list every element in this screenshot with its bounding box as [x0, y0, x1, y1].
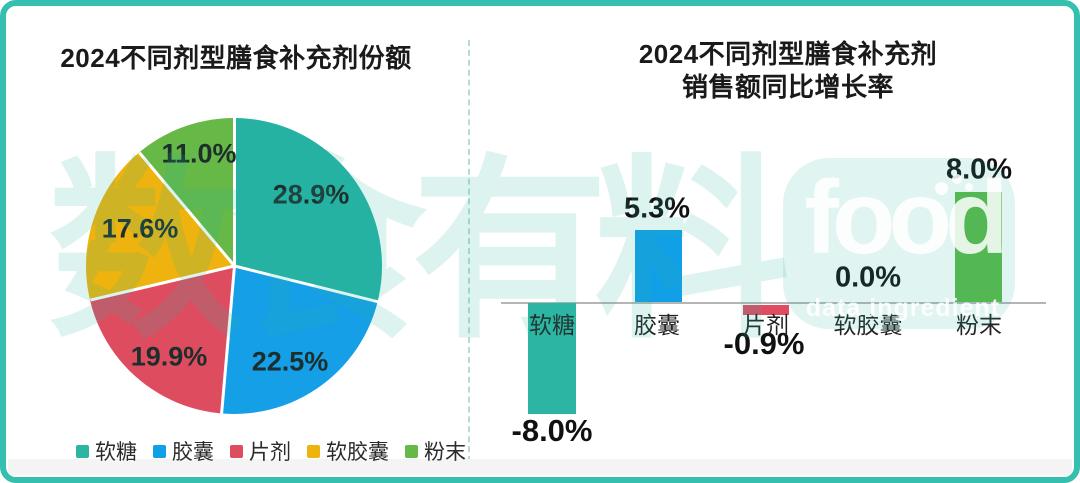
bar-value-pianji: -0.9% [723, 326, 805, 361]
bar-value-ruanjiaonang: 0.0% [834, 261, 902, 294]
bar-ruantang [528, 303, 576, 414]
legend-item-jiaonang: 胶囊 [153, 436, 214, 466]
legend-swatch-yellow-icon [307, 444, 320, 458]
bar-category-ruantang: 软糖 [529, 312, 575, 338]
legend-swatch-teal-icon [76, 444, 89, 458]
legend-label: 粉末 [424, 441, 466, 464]
pie-chart-title: 2024不同剂型膳食补充剂份额 [60, 43, 412, 73]
bar-chart-title: 2024不同剂型膳食补充剂 销售额同比增长率 [558, 38, 1018, 103]
bar-pianji [743, 305, 789, 315]
bar-chart-title-line2: 销售额同比增长率 [681, 71, 894, 102]
bar-jiaonang [635, 230, 682, 302]
legend-item-ruantang: 软糖 [76, 436, 137, 466]
pie-label-fenmo: 11.0% [161, 138, 237, 169]
legend-swatch-green-icon [405, 444, 418, 458]
legend-item-fenmo: 粉末 [405, 436, 466, 466]
pie-slice-divider [219, 265, 236, 414]
bar-category-pianji: 片剂 [743, 312, 789, 338]
x-axis-line [501, 302, 1046, 304]
bar-fenmo [955, 192, 1002, 302]
legend-label: 软胶囊 [326, 441, 389, 464]
pie-label-pianji: 19.9% [130, 341, 208, 372]
pie-legend: 软糖 胶囊 片剂 软胶囊 粉末 [76, 436, 466, 466]
pie-label-jiaonang: 22.5% [251, 346, 329, 377]
legend-item-ruanjiaonang: 软胶囊 [307, 436, 389, 466]
bar-category-fenmo: 粉末 [956, 312, 1002, 338]
bar-category-ruanjiaonang: 软胶囊 [833, 312, 903, 338]
legend-label: 胶囊 [172, 441, 214, 464]
pie-label-ruantang: 28.9% [272, 179, 350, 210]
pie-slice-divider [232, 118, 236, 266]
pie-slice-divider [89, 264, 235, 302]
bar-value-jiaonang: 5.3% [623, 192, 691, 225]
bar-category-jiaonang: 胶囊 [634, 312, 680, 338]
vertical-divider [468, 40, 470, 462]
pie-chart [86, 118, 382, 414]
legend-item-pianji: 片剂 [230, 436, 291, 466]
legend-label: 片剂 [249, 441, 291, 464]
pie-slice-divider [233, 264, 378, 304]
bar-chart-title-line1: 2024不同剂型膳食补充剂 [638, 39, 938, 69]
legend-swatch-red-icon [230, 444, 243, 458]
legend-swatch-blue-icon [153, 444, 166, 458]
legend-label: 软糖 [95, 441, 137, 464]
footer-strip [8, 459, 1072, 475]
pie-label-ruanjiaonang: 17.6% [101, 213, 179, 244]
bar-value-fenmo: 8.0% [945, 153, 1013, 186]
bar-value-ruantang: -8.0% [511, 413, 593, 448]
